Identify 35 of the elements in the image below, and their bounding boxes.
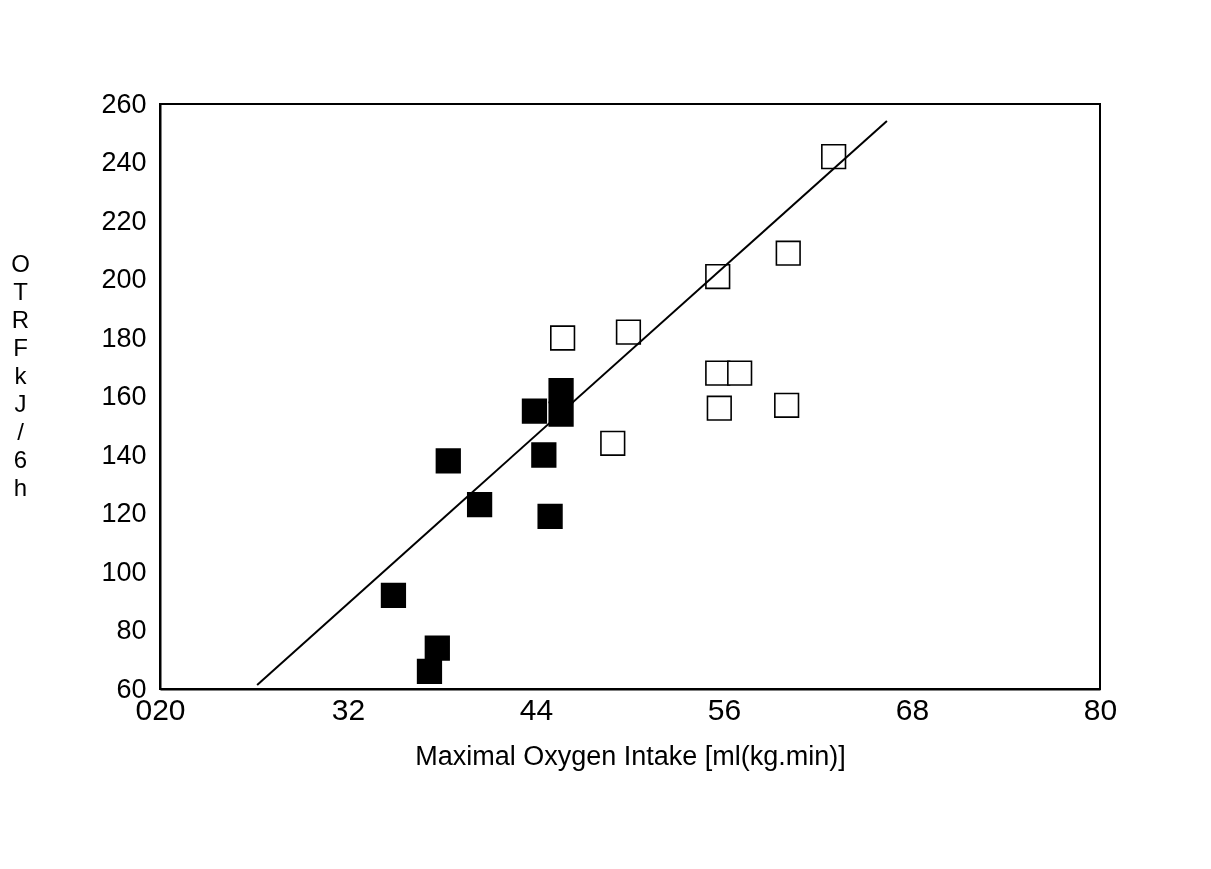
y-tick-label: 180 [101,322,147,353]
y-tick-label: 240 [101,147,147,177]
point [380,582,407,609]
point [548,401,574,427]
x-tick-label: 68 [895,692,930,726]
y-tick-label: 140 [101,439,147,470]
point [466,492,493,518]
point [550,325,576,351]
y-tick-label: 80 [116,615,147,645]
point [727,360,753,386]
point [615,319,642,345]
y-tick-label: 100 [101,556,147,587]
point [424,635,450,661]
x-tick-label: 56 [707,692,742,726]
x-tick-label: 44 [519,692,554,726]
x-tick-label: 32 [331,692,366,726]
point [537,503,563,530]
point [548,378,574,404]
y-tick-label: 260 [101,88,147,119]
x-axis-title: Maximal Oxygen Intake [ml(kg.min)] [415,740,846,771]
point [774,392,800,418]
y-tick-label: 200 [101,264,147,294]
y-tick-label: 120 [101,498,147,528]
point [775,240,801,266]
x-tick-label: 80 [1083,692,1118,726]
point [706,395,732,421]
point [416,658,443,685]
point [531,442,557,468]
y-tick-label: 160 [101,381,147,411]
text: OTRF kJ/6 h [11,249,30,501]
point [435,448,461,474]
point [521,398,548,424]
point [600,430,626,456]
point [821,144,847,170]
y-tick-label: 220 [101,205,147,236]
